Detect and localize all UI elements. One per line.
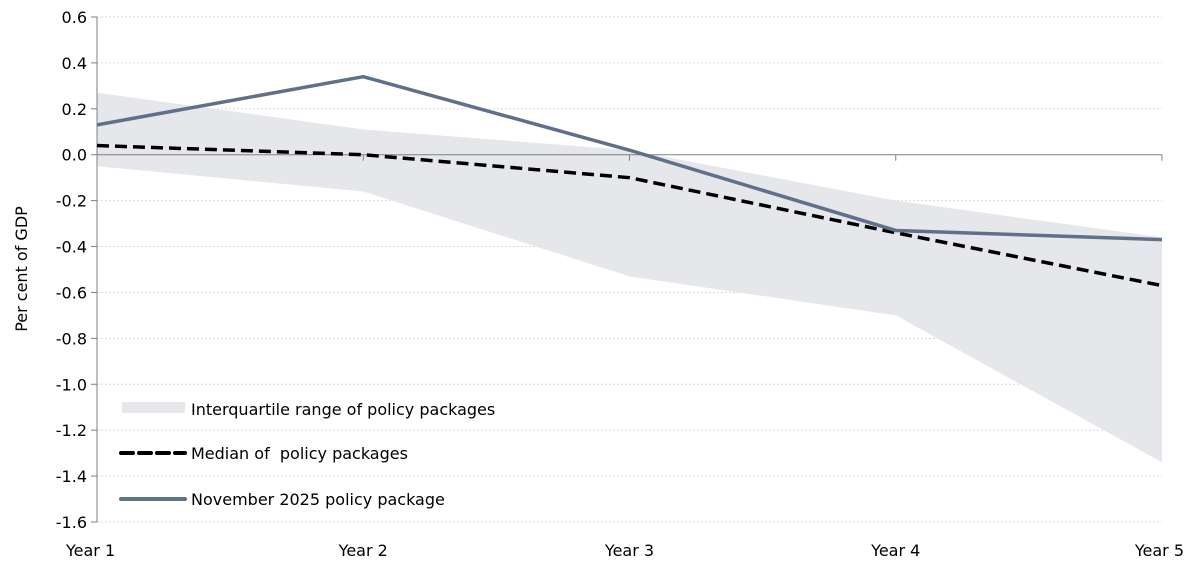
- y-tick-label: -0.6: [56, 283, 87, 302]
- x-tick-label: Year 3: [604, 541, 654, 560]
- legend: Interquartile range of policy packages M…: [121, 400, 495, 509]
- y-axis-label: Per cent of GDP: [12, 206, 31, 332]
- legend-swatch-band: [122, 402, 185, 413]
- y-tick-labels: 0.6 0.4 0.2 0.0 -0.2 -0.4 -0.6 -0.8 -1.0 -1.2 -1.4…: [56, 8, 87, 532]
- y-tick-label: -0.8: [56, 329, 87, 348]
- y-tick-label: 0.2: [62, 100, 87, 119]
- legend-label-november: November 2025 policy package: [191, 490, 445, 509]
- legend-label-median: Median of policy packages: [191, 444, 408, 463]
- y-tick-label: -1.4: [56, 467, 87, 486]
- legend-label-band: Interquartile range of policy packages: [191, 400, 495, 419]
- y-tick-label: 0.6: [62, 8, 87, 27]
- y-tick-label: 0.4: [62, 54, 87, 73]
- x-tick-label: Year 5: [1134, 541, 1184, 560]
- x-tick-labels: Year 1 Year 2 Year 3 Year 4 Year 5: [65, 541, 1184, 560]
- x-tick-label: Year 4: [870, 541, 920, 560]
- y-tick-label: -0.2: [56, 192, 87, 211]
- y-tick-label: -1.2: [56, 421, 87, 440]
- x-tick-label: Year 1: [65, 541, 115, 560]
- y-tick-label: -1.0: [56, 375, 87, 394]
- x-tick-label: Year 2: [338, 541, 388, 560]
- y-tick-label: 0.0: [62, 146, 87, 165]
- y-tick-label: -0.4: [56, 238, 87, 257]
- y-tick-label: -1.6: [56, 513, 87, 532]
